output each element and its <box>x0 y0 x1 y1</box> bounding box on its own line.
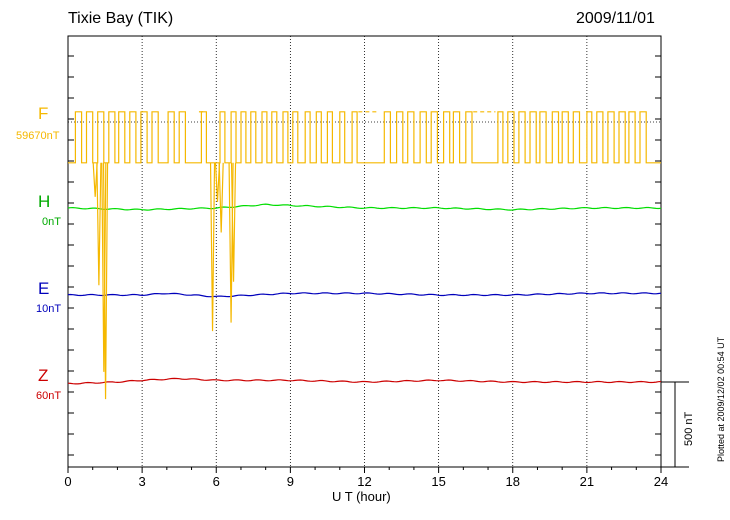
series-spike-f <box>230 162 237 282</box>
series-line-f <box>68 111 661 164</box>
x-tick-label: 18 <box>506 474 520 489</box>
series-label-z: Z <box>38 366 49 385</box>
x-tick-label: 9 <box>287 474 294 489</box>
x-tick-label: 0 <box>64 474 71 489</box>
plotted-timestamp: Plotted at 2009/12/02 00:54 UT <box>716 336 726 462</box>
series-baseline-e: 10nT <box>36 303 62 315</box>
x-tick-label: 24 <box>654 474 668 489</box>
series-spike-f <box>209 162 216 332</box>
series-label-h: H <box>38 192 51 211</box>
x-tick-label: 3 <box>139 474 146 489</box>
plot-date: 2009/11/01 <box>576 10 655 27</box>
station-title: Tixie Bay (TIK) <box>68 10 174 27</box>
series-line-z <box>67 377 662 385</box>
x-tick-label: 6 <box>213 474 220 489</box>
scale-bar-label: 500 nT <box>683 411 695 446</box>
series-label-f: F <box>38 104 49 123</box>
series-spike-f <box>102 162 109 400</box>
x-tick-label: 12 <box>357 474 371 489</box>
series-spike-f <box>214 162 221 202</box>
x-tick-label: 21 <box>580 474 594 489</box>
series-label-e: E <box>38 279 50 298</box>
x-tick-label: 15 <box>431 474 445 489</box>
series-spike-f <box>218 162 224 233</box>
series-baseline-z: 60nT <box>36 390 62 402</box>
series-line-h <box>67 203 662 211</box>
x-axis-label: U T (hour) <box>332 489 391 504</box>
series-line-e <box>67 292 662 298</box>
series-spike-f <box>96 162 102 286</box>
series-spike-f <box>101 162 107 372</box>
series-baseline-f: 59670nT <box>16 130 60 142</box>
series-baseline-h: 0nT <box>42 216 61 228</box>
